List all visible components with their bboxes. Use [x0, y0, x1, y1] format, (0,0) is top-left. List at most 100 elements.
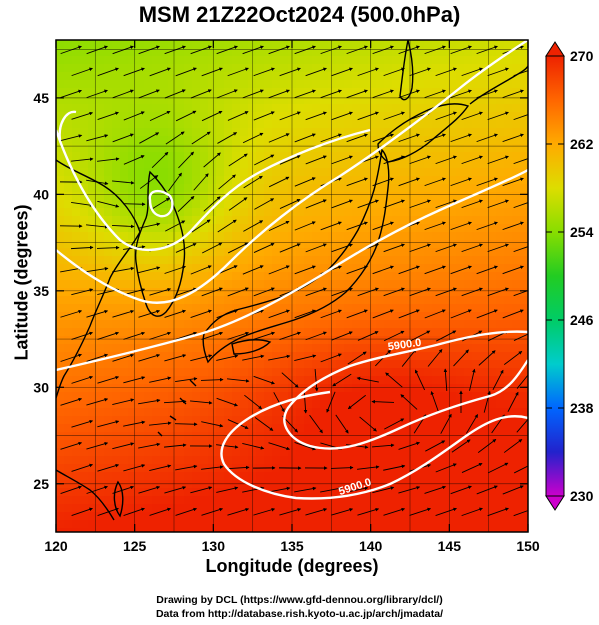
wind-arrow — [487, 199, 509, 209]
wind-arrow — [227, 378, 250, 383]
wind-arrow — [149, 507, 172, 516]
wind-arrow — [112, 180, 135, 185]
wind-arrow — [516, 370, 528, 389]
wind-arrow — [123, 464, 146, 472]
wind-arrow — [149, 110, 171, 122]
wind-arrow — [346, 89, 368, 99]
wind-arrow — [138, 89, 160, 99]
wind-arrow — [164, 45, 186, 55]
wind-arrow — [112, 309, 135, 318]
wind-arrow — [427, 349, 443, 367]
wind-arrow — [71, 419, 94, 428]
wind-arrow — [268, 176, 290, 188]
wind-arrow — [383, 67, 405, 77]
wind-arrow — [175, 331, 198, 340]
wind-arrow — [357, 507, 380, 516]
wind-arrow — [383, 243, 405, 253]
wind-arrow — [305, 243, 327, 253]
wind-arrow — [227, 331, 250, 340]
wind-arrow — [86, 398, 109, 406]
wind-arrow — [112, 485, 135, 494]
wind-arrow — [268, 220, 290, 232]
wind-arrow — [401, 348, 417, 367]
wind-arrow — [440, 413, 452, 434]
wind-arrow — [254, 198, 275, 210]
colorbar-tick-label: 246 — [570, 312, 594, 328]
chart-title: MSM 21Z22Oct2024 (500.0hPa) — [138, 2, 461, 27]
wind-arrow — [305, 155, 327, 165]
wind-arrow — [86, 45, 108, 55]
wind-arrow — [487, 155, 509, 165]
wind-arrow — [71, 507, 93, 517]
wind-arrow — [216, 354, 239, 361]
wind-arrow — [476, 221, 498, 231]
wind-arrow — [478, 350, 496, 366]
wind-arrow — [331, 155, 353, 165]
wind-arrow — [244, 394, 263, 410]
wind-arrow — [175, 67, 197, 77]
wind-arrow — [331, 199, 353, 209]
wind-arrow — [175, 110, 197, 122]
height-contours — [56, 40, 528, 500]
wind-arrow — [502, 133, 524, 143]
wind-arrow — [320, 309, 342, 319]
wind-arrow — [60, 397, 83, 406]
wind-arrow — [436, 330, 457, 342]
wind-arrow — [151, 151, 169, 168]
wind-arrow — [97, 111, 119, 121]
wind-arrow — [138, 398, 161, 405]
wind-arrow — [70, 245, 94, 250]
wind-arrow — [175, 287, 197, 297]
wind-arrow — [346, 45, 368, 55]
wind-arrow — [60, 45, 82, 55]
wind-arrow — [243, 175, 263, 189]
wind-arrow — [216, 444, 239, 449]
wind-arrow — [331, 243, 353, 253]
wind-arrow — [424, 265, 446, 275]
wind-arrow — [216, 45, 238, 55]
wind-arrow — [346, 309, 368, 319]
wind-arrow — [123, 507, 145, 516]
wind-arrow — [60, 134, 83, 142]
wind-arrow — [149, 287, 172, 296]
wind-arrow — [201, 242, 223, 254]
wind-arrow — [450, 133, 472, 143]
wind-arrow — [347, 394, 366, 410]
wind-arrow — [372, 221, 394, 231]
wind-arrow — [294, 221, 316, 231]
wind-arrow — [201, 421, 224, 428]
wind-arrow — [149, 331, 172, 340]
wind-arrow — [71, 111, 94, 120]
wind-arrow — [86, 179, 109, 186]
wind-arrow — [461, 67, 483, 77]
wind-arrow — [346, 133, 368, 143]
wind-arrow — [346, 265, 368, 275]
wind-arrow — [60, 441, 83, 450]
wind-arrow — [359, 416, 377, 432]
wind-arrow — [138, 309, 161, 318]
wind-arrow — [372, 89, 394, 99]
wind-arrow — [268, 265, 290, 275]
wind-arrow — [309, 414, 323, 434]
wind-arrow — [476, 265, 498, 275]
y-tick-label: 35 — [33, 283, 49, 299]
wind-arrow — [372, 177, 394, 187]
wind-arrow — [60, 89, 82, 98]
wind-arrow — [190, 89, 212, 99]
wind-arrow — [469, 368, 476, 391]
wind-arrow — [253, 507, 276, 516]
wind-arrow — [320, 353, 342, 363]
wind-arrow — [305, 67, 327, 77]
wind-arrow — [320, 133, 342, 143]
wind-arrow — [168, 172, 182, 192]
wind-arrow — [326, 391, 336, 413]
wind-arrow — [149, 67, 171, 77]
wind-arrow — [461, 243, 483, 253]
wind-arrow — [305, 199, 327, 209]
wind-arrow — [242, 89, 264, 99]
wind-arrow — [60, 353, 82, 362]
wind-arrow — [331, 111, 353, 121]
wind-arrow — [371, 399, 395, 404]
wind-arrow — [268, 45, 290, 55]
